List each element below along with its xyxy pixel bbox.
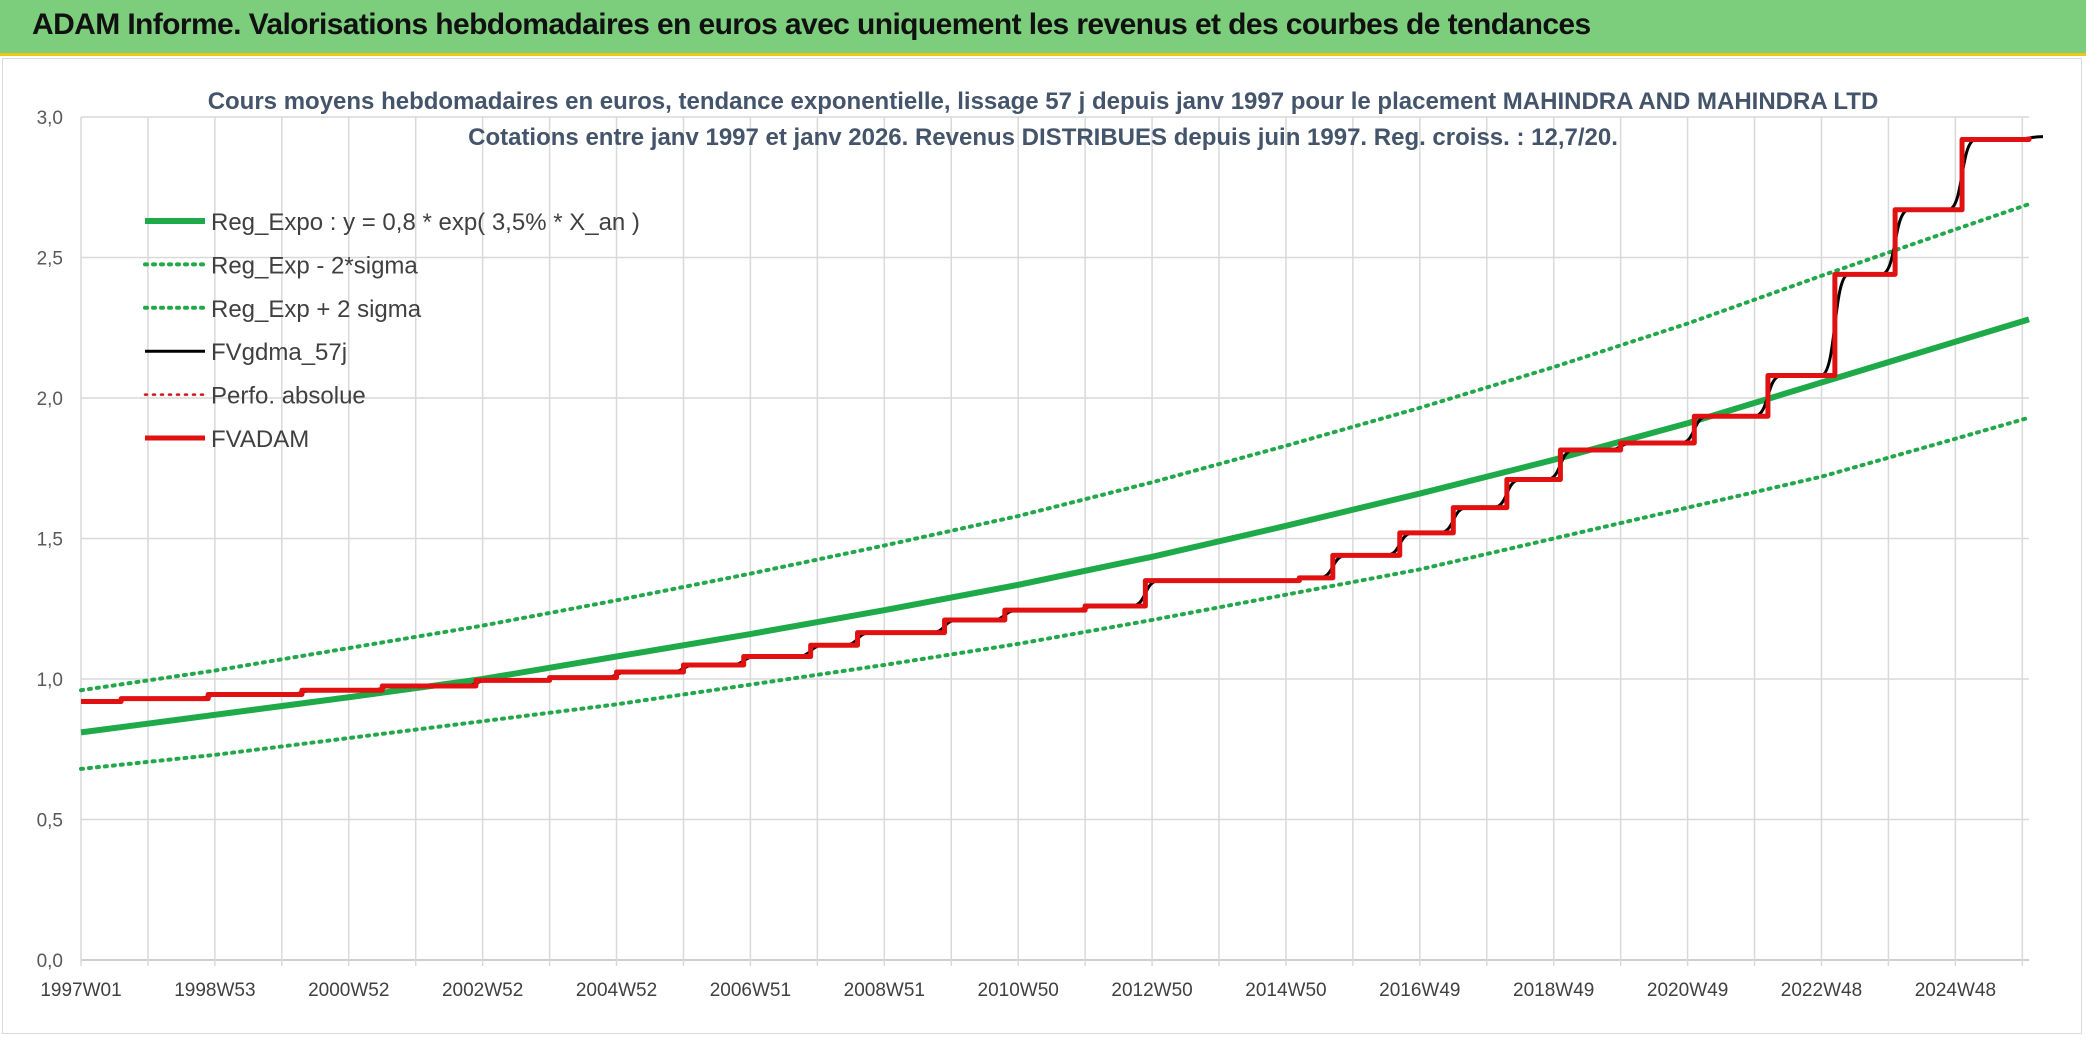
x-tick-label: 2000W52	[308, 980, 389, 1001]
chart-svg: 0,0 0,5 1,0 1,5 2,0 2,5 3,0 1997W01 1998W53 2000…	[37, 88, 2044, 1001]
x-tick-label: 2006W51	[710, 980, 791, 1001]
x-tick-label: 2016W49	[1379, 980, 1460, 1001]
x-axis-ticks: 1997W01 1998W53 2000W52 2002W52 2004W52 2006W…	[40, 980, 1996, 1001]
legend-label: FVADAM	[211, 426, 309, 453]
y-tick-label: 1,0	[37, 670, 63, 691]
legend-label: Reg_Exp + 2 sigma	[211, 296, 422, 323]
series-reg-exp-2-sigma	[79, 415, 2031, 771]
series-fvadam	[81, 136, 2032, 704]
chart-legend: Reg_Expo : y = 0,8 * exp( 3,5% * X_an ) R…	[143, 209, 640, 453]
x-tick-label: 2008W51	[844, 980, 925, 1001]
y-axis-ticks: 0,0 0,5 1,0 1,5 2,0 2,5 3,0	[37, 108, 63, 972]
chart-subtitle: Cotations entre janv 1997 et janv 2026. …	[468, 124, 1618, 151]
x-tick-label: 2024W48	[1915, 980, 1996, 1001]
chart-frame: 0,0 0,5 1,0 1,5 2,0 2,5 3,0 1997W01 1998W53 2000…	[2, 58, 2082, 1034]
y-tick-label: 1,5	[37, 530, 63, 551]
chart-title: Cours moyens hebdomadaires en euros, ten…	[208, 88, 1879, 115]
x-tick-label: 2002W52	[442, 980, 523, 1001]
x-tick-label: 2018W49	[1513, 980, 1594, 1001]
legend-label: FVgdma_57j	[211, 339, 347, 366]
legend-label: Perfo. absolue	[211, 383, 366, 410]
x-tick-label: 2020W49	[1647, 980, 1728, 1001]
y-tick-label: 3,0	[37, 108, 63, 129]
y-tick-label: 0,5	[37, 811, 63, 832]
report-title: ADAM Informe. Valorisations hebdomadaire…	[32, 8, 1591, 41]
series-reg-expo-y-0-8-exp-3-5-x-an	[80, 316, 2030, 736]
legend-label: Reg_Expo : y = 0,8 * exp( 3,5% * X_an )	[211, 209, 640, 236]
x-tick-label: 2012W50	[1111, 980, 1192, 1001]
chart-series	[79, 135, 2044, 771]
series-reg-exp-2-sigma	[79, 202, 2031, 693]
y-gridlines	[81, 116, 2029, 961]
x-tick-label: 2010W50	[978, 980, 1059, 1001]
x-tick-label: 2014W50	[1245, 980, 1326, 1001]
y-tick-label: 2,0	[37, 389, 63, 410]
x-gridlines	[80, 117, 2024, 966]
x-tick-label: 2004W52	[576, 980, 657, 1001]
x-tick-label: 1997W01	[40, 980, 121, 1001]
x-tick-label: 1998W53	[174, 980, 255, 1001]
legend-label: Reg_Exp - 2*sigma	[211, 252, 418, 279]
report-banner: ADAM Informe. Valorisations hebdomadaire…	[0, 0, 2086, 56]
x-tick-label: 2022W48	[1781, 980, 1862, 1001]
y-tick-label: 0,0	[37, 951, 63, 972]
y-tick-label: 2,5	[37, 249, 63, 270]
